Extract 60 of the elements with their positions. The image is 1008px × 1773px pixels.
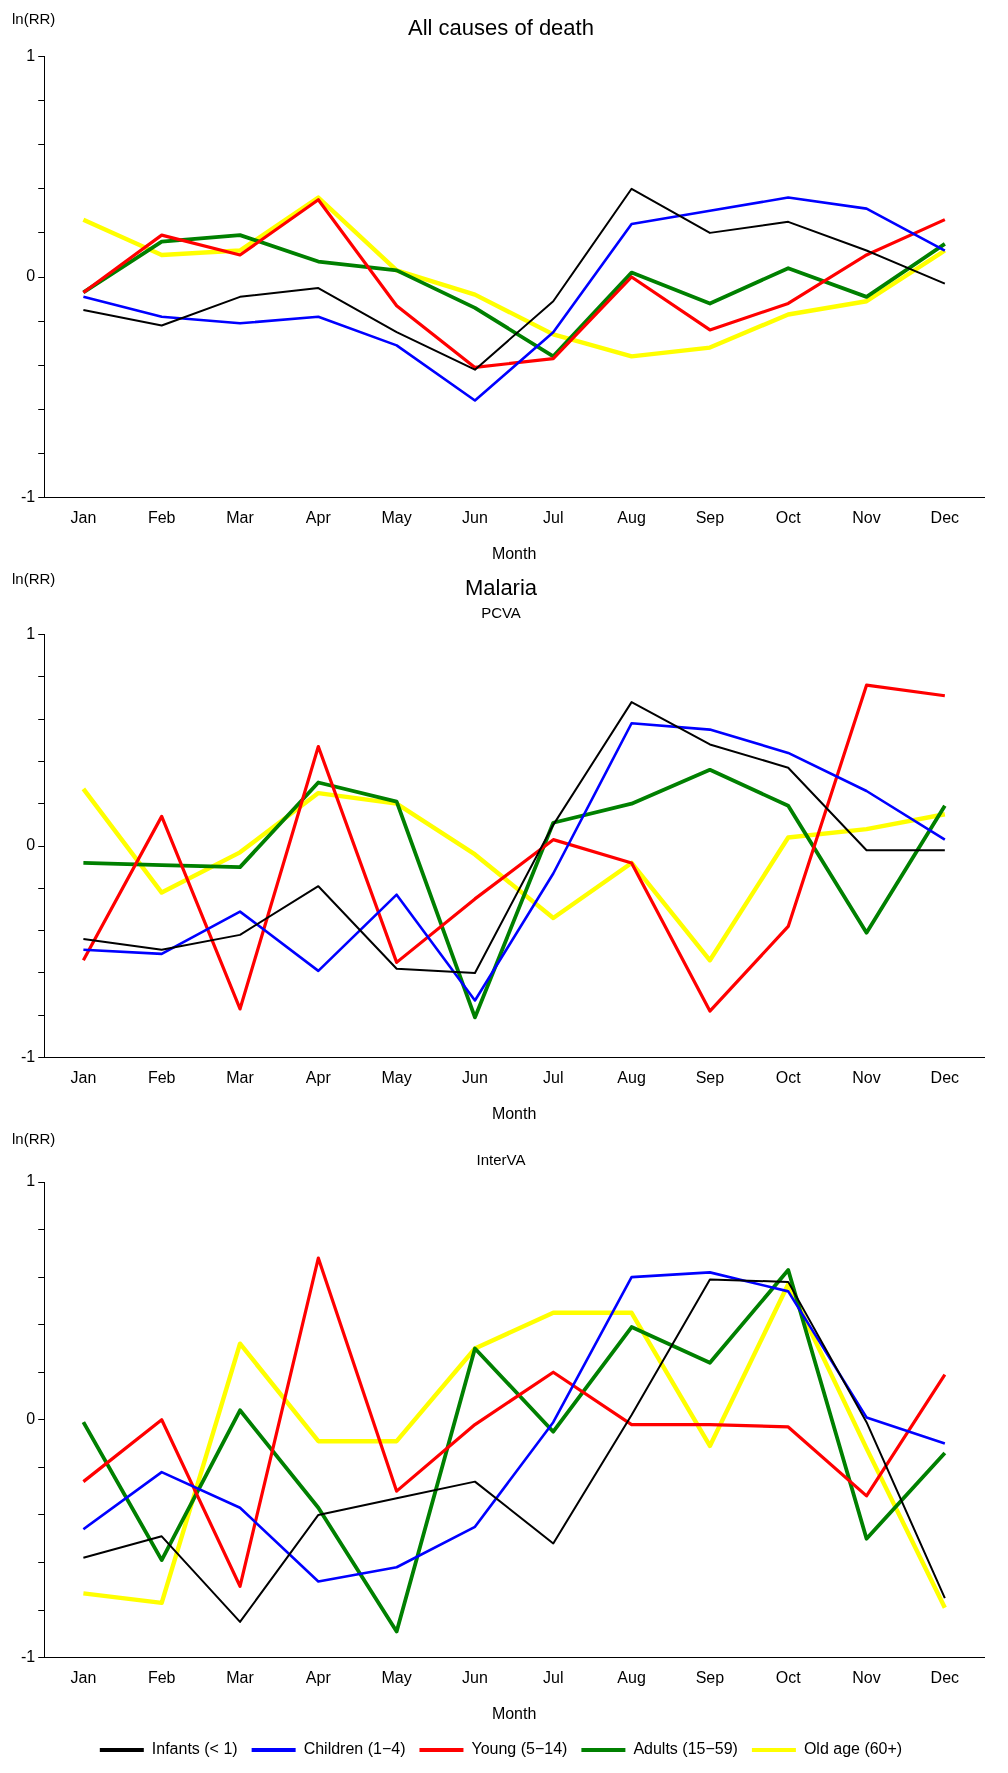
y-tick-label: 0 (26, 836, 36, 854)
x-axis-title: Month (491, 1704, 537, 1722)
x-tick-label: Oct (775, 1668, 802, 1686)
y-axis-title: ln(RR) (12, 9, 56, 27)
y-tick-label: 0 (26, 1410, 36, 1428)
x-tick-label: Aug (617, 1668, 646, 1686)
x-tick-label: Mar (226, 1068, 255, 1086)
y-tick-label: -1 (20, 1648, 36, 1666)
x-tick-label: Aug (617, 508, 646, 526)
x-tick-label: Nov (852, 1068, 881, 1086)
x-tick-label: Feb (147, 1668, 176, 1686)
legend-label: Infants (< 1) (151, 1740, 238, 1758)
x-tick-label: Feb (147, 1068, 176, 1086)
x-tick-label: Aug (617, 1068, 646, 1086)
x-tick-label: Dec (930, 508, 960, 526)
x-tick-label: Nov (852, 508, 881, 526)
x-tick-label: May (381, 508, 412, 526)
x-tick-label: Jul (543, 508, 564, 526)
x-tick-label: Jan (70, 508, 97, 526)
x-tick-label: May (381, 1668, 412, 1686)
legend-label: Old age (60+) (803, 1740, 903, 1758)
x-tick-label: Jun (462, 508, 488, 526)
x-tick-label: Mar (226, 508, 255, 526)
y-axis-title: ln(RR) (12, 569, 56, 587)
x-tick-label: Dec (930, 1668, 960, 1686)
y-axis-title: ln(RR) (12, 1129, 56, 1147)
x-tick-label: Nov (852, 1668, 881, 1686)
x-axis-title: Month (491, 1104, 537, 1122)
y-tick-label: 1 (26, 46, 36, 64)
x-tick-label: Jan (70, 1668, 97, 1686)
legend-label: Adults (15−59) (633, 1740, 738, 1758)
x-tick-label: Apr (305, 1068, 332, 1086)
legend-label: Children (1−4) (303, 1740, 406, 1758)
chart-subtitle: PCVA (481, 603, 521, 621)
y-tick-label: 0 (26, 267, 36, 285)
x-tick-label: Apr (305, 1668, 332, 1686)
x-tick-label: Jul (543, 1068, 564, 1086)
y-tick-label: 1 (26, 624, 36, 642)
y-tick-label: -1 (20, 1048, 36, 1066)
chart-title: Malaria (464, 575, 538, 601)
chart-title: All causes of death (408, 15, 594, 41)
x-tick-label: Dec (930, 1068, 960, 1086)
x-tick-label: Sep (695, 508, 725, 526)
x-tick-label: Jan (70, 1068, 97, 1086)
x-tick-label: Jul (543, 1668, 564, 1686)
x-tick-label: Jun (462, 1668, 488, 1686)
legend-label: Young (5−14) (471, 1740, 568, 1758)
x-tick-label: Oct (775, 1068, 802, 1086)
x-tick-label: Apr (305, 508, 332, 526)
x-tick-label: May (381, 1068, 412, 1086)
x-tick-label: Mar (226, 1668, 255, 1686)
x-tick-label: Sep (695, 1068, 725, 1086)
x-axis-title: Month (491, 544, 537, 562)
chart-subtitle: InterVA (476, 1151, 526, 1169)
y-tick-label: 1 (26, 1172, 36, 1190)
x-tick-label: Feb (147, 508, 176, 526)
y-tick-label: -1 (20, 488, 36, 506)
x-tick-label: Oct (775, 508, 802, 526)
x-tick-label: Jun (462, 1068, 488, 1086)
x-tick-label: Sep (695, 1668, 725, 1686)
